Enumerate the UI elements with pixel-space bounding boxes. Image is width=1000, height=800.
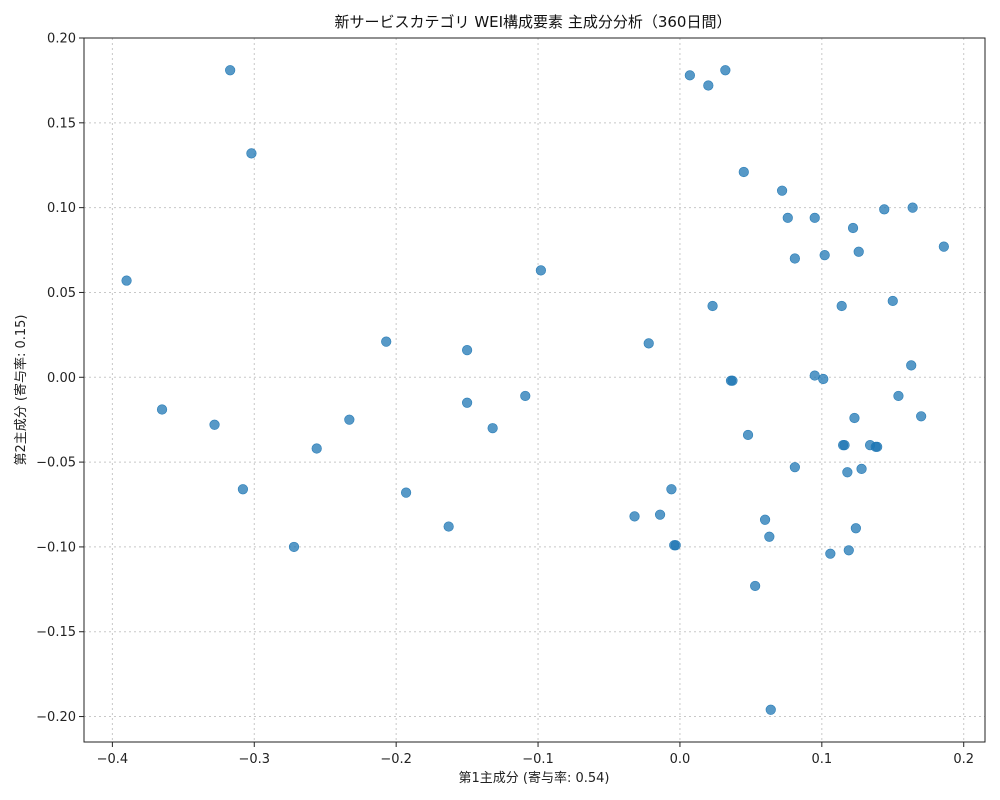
data-point xyxy=(856,463,867,474)
y-tick-label: 0.05 xyxy=(47,286,76,301)
data-point xyxy=(742,429,754,441)
x-axis-title: 第1主成分 (寄与率: 0.54) xyxy=(458,770,609,786)
x-tick-label: 0.1 xyxy=(811,752,832,767)
y-tick-label: 0.10 xyxy=(47,201,76,216)
data-point xyxy=(764,531,775,542)
data-point xyxy=(707,300,718,312)
x-tick-label: 0.0 xyxy=(670,752,691,767)
data-point xyxy=(759,514,771,525)
data-point xyxy=(225,65,236,76)
data-point xyxy=(850,523,861,534)
data-point xyxy=(121,275,132,286)
data-point xyxy=(727,375,738,386)
data-point xyxy=(487,423,498,434)
data-point xyxy=(782,212,793,223)
data-point xyxy=(209,419,220,430)
x-tick-label: −0.3 xyxy=(238,752,270,767)
y-tick-label: −0.20 xyxy=(36,710,76,725)
x-tick-label: −0.1 xyxy=(522,752,554,767)
data-point xyxy=(156,404,168,415)
data-point xyxy=(879,204,890,215)
y-tick-label: 0.00 xyxy=(47,371,76,386)
data-point xyxy=(842,467,853,478)
data-point xyxy=(462,345,473,356)
data-point xyxy=(839,440,850,451)
data-point xyxy=(535,265,546,276)
data-point xyxy=(843,545,854,556)
data-point xyxy=(916,411,927,422)
y-tick-label: 0.20 xyxy=(47,32,76,47)
data-point xyxy=(819,250,830,261)
y-tick-label: 0.15 xyxy=(47,116,76,131)
data-point xyxy=(443,521,454,532)
grid-lines xyxy=(84,37,985,742)
x-axis-ticks: −0.4 −0.3 −0.2 −0.1 0.0 0.1 0.2 xyxy=(97,742,974,767)
data-point xyxy=(818,373,829,385)
data-point xyxy=(246,148,257,159)
data-point xyxy=(643,338,654,349)
data-point xyxy=(738,166,749,178)
data-point xyxy=(836,300,847,312)
data-point xyxy=(381,336,392,347)
data-point xyxy=(765,704,776,715)
data-point xyxy=(462,397,473,408)
data-point xyxy=(789,462,800,473)
data-point xyxy=(853,246,864,257)
data-point xyxy=(237,484,249,495)
data-point xyxy=(776,185,788,196)
data-point xyxy=(684,70,695,81)
y-tick-label: −0.05 xyxy=(36,456,76,471)
data-point xyxy=(720,65,731,76)
data-point xyxy=(809,212,820,223)
data-points xyxy=(121,65,949,715)
data-point xyxy=(629,511,640,522)
x-tick-label: −0.2 xyxy=(380,752,412,767)
y-axis-ticks: −0.20 −0.15 −0.10 −0.05 0.00 0.05 0.10 0.15 0.20 xyxy=(36,32,84,725)
data-point xyxy=(288,541,300,553)
data-point xyxy=(825,548,836,559)
data-point xyxy=(872,441,883,452)
data-point xyxy=(893,390,904,402)
data-point xyxy=(654,509,666,520)
data-point xyxy=(666,484,677,495)
data-point xyxy=(750,580,761,592)
data-point xyxy=(809,370,820,381)
data-point xyxy=(703,80,714,91)
x-tick-label: −0.4 xyxy=(97,752,129,767)
data-point xyxy=(520,390,531,402)
data-point xyxy=(906,360,917,371)
data-point xyxy=(849,412,860,424)
data-point xyxy=(938,241,949,252)
data-point xyxy=(400,487,412,498)
data-point xyxy=(847,222,859,234)
data-point xyxy=(887,295,898,307)
y-tick-label: −0.10 xyxy=(36,540,76,555)
data-point xyxy=(344,414,355,425)
data-point xyxy=(670,540,681,551)
data-point xyxy=(311,443,322,454)
data-point xyxy=(789,253,800,264)
y-axis-title: 第2主成分 (寄与率: 0.15) xyxy=(13,314,29,465)
plot-frame xyxy=(83,37,986,743)
data-point xyxy=(907,202,918,213)
y-tick-label: −0.15 xyxy=(36,625,76,640)
x-tick-label: 0.2 xyxy=(953,752,974,767)
chart-title: 新サービスカテゴリ WEI構成要素 主成分分析（360日間） xyxy=(335,13,732,31)
